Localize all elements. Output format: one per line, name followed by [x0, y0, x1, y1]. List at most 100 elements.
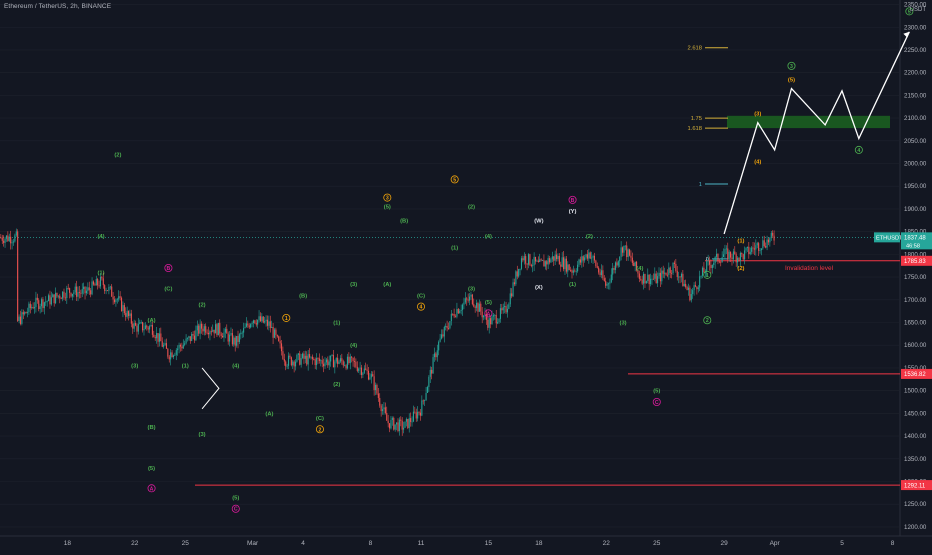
candle-body	[234, 337, 236, 346]
candle-body	[330, 355, 332, 362]
time-axis[interactable]: 18 22 25 Mar 4 8 11 15 18 22 25 29 Apr 5 8	[64, 540, 895, 547]
candle-body	[724, 249, 726, 255]
wave-label: (5)	[788, 77, 795, 83]
candle-body	[165, 343, 167, 349]
candle-body	[389, 423, 391, 429]
candle-body	[7, 235, 9, 241]
candle-body	[417, 411, 419, 419]
wave-label-circle	[484, 309, 493, 318]
candle-body	[164, 343, 166, 345]
candle-body	[436, 350, 438, 358]
price-axis[interactable]: 1200.001250.001300.001350.001400.001450.…	[874, 2, 932, 531]
candle-body	[45, 301, 47, 303]
candle-body	[463, 302, 465, 305]
candle-body	[71, 293, 73, 297]
candle-body	[447, 328, 450, 329]
candle-body	[403, 427, 405, 430]
candle-body	[543, 260, 545, 267]
candle-body	[616, 262, 618, 266]
wave-label: C	[655, 400, 659, 406]
candle-body	[28, 303, 30, 313]
candle-body	[302, 353, 304, 359]
candle-body	[94, 284, 96, 286]
wave-label-circle	[282, 313, 291, 322]
candle-body	[289, 355, 291, 358]
candle-body	[5, 235, 8, 239]
candle-body	[529, 254, 531, 265]
candle-body	[710, 264, 712, 269]
candle-body	[445, 325, 447, 327]
candle-body	[178, 344, 180, 349]
candle-body	[199, 323, 201, 334]
candle-body	[348, 356, 350, 364]
time-tick-label: 8	[891, 540, 895, 547]
candle-body	[648, 274, 650, 285]
price-tick-label: 1900.00	[904, 206, 927, 213]
candle-body	[15, 231, 17, 236]
candle-body	[658, 272, 660, 277]
candle-body	[189, 336, 191, 341]
wave-label: (2)	[199, 302, 206, 308]
candle-body	[652, 278, 654, 280]
candle-body	[306, 355, 308, 365]
wave-label: A	[486, 311, 490, 317]
candle-body	[671, 272, 673, 274]
candle-body	[286, 365, 288, 367]
candle-body	[408, 418, 410, 429]
candle-body	[261, 316, 263, 322]
candle-body	[600, 270, 603, 276]
candle-body	[356, 366, 358, 371]
candle-body	[243, 328, 245, 333]
candle-body	[544, 261, 546, 267]
candle-body	[210, 331, 212, 333]
wave-label: (1)	[97, 271, 104, 277]
candle-body	[303, 353, 305, 359]
candle-body	[241, 332, 243, 334]
current-symbol-tag	[874, 232, 900, 243]
candle-body	[161, 341, 163, 347]
wave-label: (C)	[164, 286, 172, 292]
wave-label-circle	[703, 316, 712, 325]
candle-body	[532, 265, 534, 267]
candle-body	[300, 358, 302, 365]
wave-label: (2)	[468, 205, 475, 211]
candle-body	[678, 276, 680, 278]
candle-body	[723, 254, 725, 258]
price-tick-label: 2200.00	[904, 70, 927, 77]
candle-body	[481, 311, 483, 318]
candle-body	[742, 254, 744, 260]
candle-body	[309, 354, 311, 358]
candle-body	[541, 260, 544, 262]
candle-body	[449, 321, 451, 329]
candle-body	[410, 418, 412, 422]
time-tick-label: 18	[535, 540, 543, 547]
candle-body	[720, 261, 722, 263]
candle-body	[581, 256, 583, 263]
wave-label: (4)	[636, 266, 643, 272]
candle-body	[607, 283, 610, 285]
projection-path	[723, 31, 910, 235]
candle-body	[728, 251, 730, 260]
target-zone	[727, 115, 890, 129]
candle-body	[661, 270, 663, 282]
wave-label: 5	[453, 177, 456, 183]
wave-label: (A)	[383, 282, 391, 288]
time-tick-label: Mar	[247, 540, 259, 547]
candle-body	[26, 312, 29, 314]
candle-body	[230, 333, 232, 335]
wave-label: B	[571, 198, 575, 204]
candle-body	[342, 361, 344, 366]
candle-body	[4, 238, 6, 243]
candle-body	[154, 336, 156, 339]
candle-body	[250, 324, 252, 328]
candle-body	[571, 270, 573, 273]
candle-body	[564, 258, 566, 270]
candle-body	[67, 287, 69, 289]
candle-body	[641, 279, 643, 284]
candle-body	[11, 242, 13, 244]
candle-body	[699, 276, 701, 288]
wave-label: (3)	[468, 286, 475, 292]
wave-label-circle	[383, 193, 392, 202]
